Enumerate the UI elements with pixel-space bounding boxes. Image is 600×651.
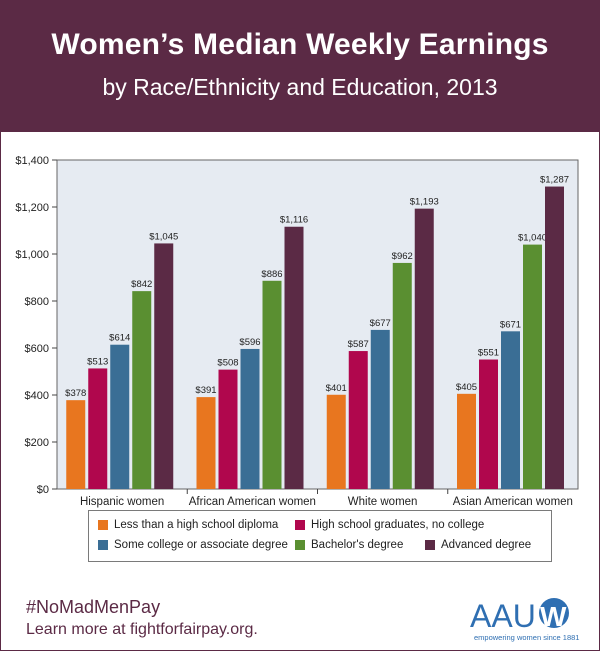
bar-value-label: $391 — [195, 385, 216, 396]
bar-value-label: $587 — [348, 339, 369, 350]
y-tick-label: $800 — [25, 296, 49, 308]
legend-label: High school graduates, no college — [311, 519, 485, 531]
legend-swatch — [98, 520, 108, 530]
bar-value-label: $1,193 — [410, 197, 439, 208]
bar-value-label: $1,040 — [518, 233, 547, 244]
hashtag-text: #NoMadMenPay — [26, 597, 161, 617]
bar — [66, 400, 86, 489]
bar-value-label: $378 — [65, 388, 86, 399]
bar-value-label: $513 — [87, 356, 108, 367]
header-banner: Women’s Median Weekly Earnings by Race/E… — [0, 0, 600, 132]
bar-value-label: $842 — [131, 279, 152, 290]
bar-value-label: $551 — [478, 348, 499, 359]
bar-value-label: $671 — [500, 319, 521, 330]
bar-chart: $0 $200 $400 $600 $800 $1,000 $1,200 $1,400 Hisp… — [15, 155, 579, 508]
aauw-logo: AAU W empowering women since 1881 — [470, 598, 579, 642]
legend-label: Less than a high school diploma — [114, 519, 279, 531]
legend-swatch — [295, 540, 305, 550]
legend-swatch — [98, 540, 108, 550]
chart-subtitle: by Race/Ethnicity and Education, 2013 — [102, 74, 498, 100]
x-category-label: African American women — [189, 496, 316, 508]
bar — [154, 243, 174, 489]
y-tick-label: $1,000 — [15, 249, 49, 261]
bar — [284, 226, 304, 489]
x-category-label: Hispanic women — [80, 496, 164, 508]
learn-more-link[interactable]: Learn more at fightforfairpay.org. — [26, 621, 258, 638]
svg-text:AAU: AAU — [470, 598, 536, 634]
chart-legend: Less than a high school diploma High sch… — [88, 510, 552, 562]
svg-text:W: W — [540, 601, 567, 632]
y-tick-label: $1,400 — [15, 155, 49, 167]
x-category-label: White women — [348, 496, 418, 508]
legend-item-hs-graduates: High school graduates, no college — [295, 519, 484, 531]
bar — [196, 397, 216, 489]
bar-value-label: $886 — [261, 269, 282, 280]
chart-title: Women’s Median Weekly Earnings — [51, 28, 549, 61]
x-category-label: Asian American women — [453, 496, 573, 508]
legend-item-some-college: Some college or associate degree — [98, 539, 288, 551]
bar-value-label: $401 — [326, 383, 347, 394]
legend-swatch — [295, 520, 305, 530]
legend-label: Some college or associate degree — [114, 539, 288, 551]
bar — [392, 262, 412, 489]
bar — [88, 368, 108, 489]
legend-item-less-than-hs: Less than a high school diploma — [98, 519, 278, 531]
y-tick-label: $1,200 — [15, 202, 49, 214]
y-tick-label: $200 — [25, 437, 49, 449]
bar — [414, 208, 434, 489]
legend-swatch — [425, 540, 435, 550]
y-tick-label: $400 — [25, 390, 49, 402]
bar-value-label: $508 — [217, 358, 238, 369]
bar — [110, 344, 130, 489]
bar-value-label: $1,287 — [540, 175, 569, 186]
bar-value-label: $596 — [239, 337, 260, 348]
y-tick-label: $0 — [37, 484, 49, 496]
bar — [370, 329, 390, 489]
bar — [501, 331, 520, 489]
bar — [457, 393, 476, 489]
y-tick-label: $600 — [25, 343, 49, 355]
bar — [132, 291, 152, 489]
logo-tagline: empowering women since 1881 — [474, 633, 579, 642]
bar-value-label: $1,045 — [149, 231, 178, 242]
bar-value-label: $677 — [370, 318, 391, 329]
bar — [326, 394, 346, 489]
bar — [218, 369, 238, 489]
bar — [479, 359, 498, 489]
bar — [523, 244, 542, 489]
bar-value-label: $962 — [392, 251, 413, 262]
bar — [262, 280, 282, 489]
bar-value-label: $614 — [109, 333, 130, 344]
legend-label: Bachelor's degree — [311, 539, 404, 551]
bar-value-label: $405 — [456, 382, 477, 393]
bar-value-label: $1,116 — [280, 215, 308, 226]
bar — [545, 186, 564, 489]
legend-item-bachelors: Bachelor's degree — [295, 539, 403, 551]
bar — [348, 351, 368, 489]
legend-item-advanced: Advanced degree — [425, 539, 531, 551]
bar — [240, 348, 260, 489]
legend-label: Advanced degree — [441, 539, 532, 551]
